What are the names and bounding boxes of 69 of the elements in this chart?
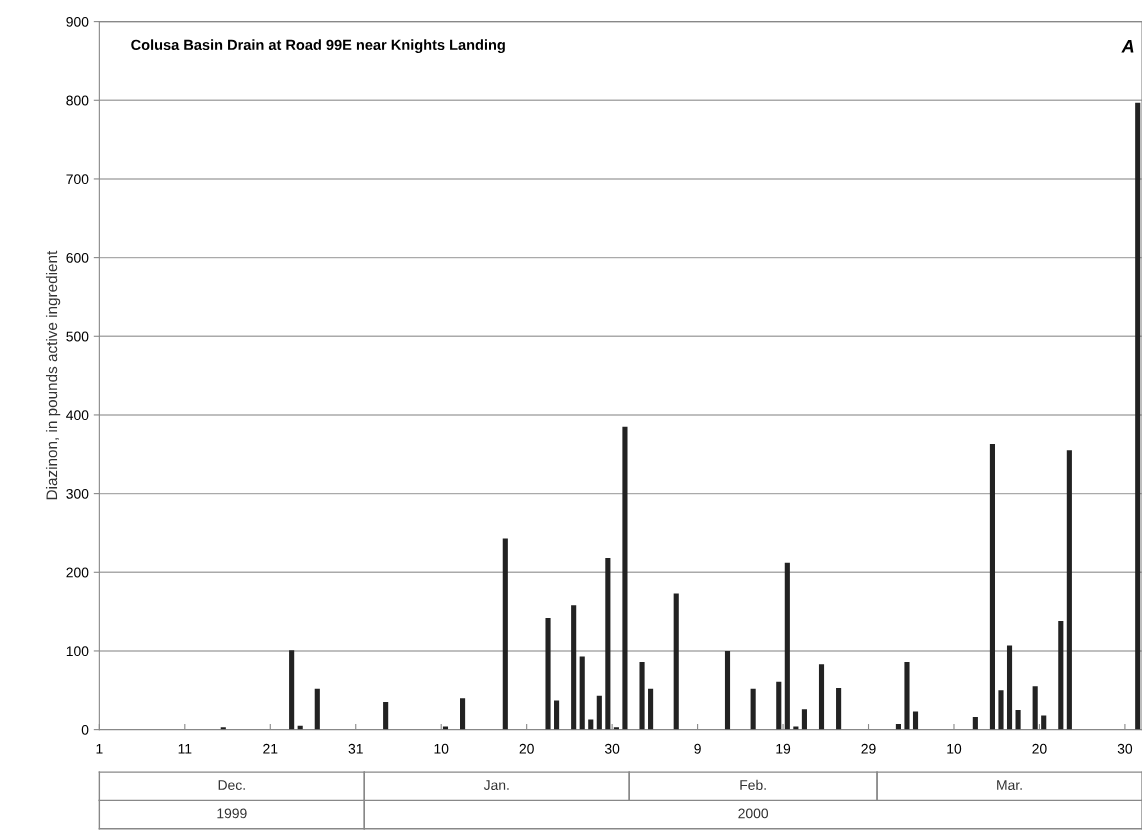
bar bbox=[588, 719, 594, 730]
x-tick-label: 19 bbox=[776, 743, 791, 754]
bar bbox=[314, 688, 320, 730]
y-tick-label: 0 bbox=[81, 724, 89, 735]
y-tick-label: 700 bbox=[66, 174, 89, 185]
y-tick-label: 200 bbox=[66, 567, 89, 578]
bar bbox=[605, 558, 611, 730]
bar bbox=[571, 605, 577, 730]
x-tick-label: 30 bbox=[604, 743, 620, 754]
text: Feb. bbox=[740, 779, 766, 790]
bar bbox=[1041, 715, 1047, 730]
x-tick-label: 1 bbox=[96, 744, 103, 754]
bar bbox=[383, 702, 389, 730]
bar bbox=[1015, 709, 1021, 730]
x-tick-label: 9 bbox=[694, 743, 701, 754]
text: 2000 bbox=[738, 808, 769, 819]
y-tick-label: 100 bbox=[66, 646, 89, 657]
bar bbox=[750, 688, 756, 730]
x-tick-label: 31 bbox=[348, 743, 363, 754]
bar bbox=[502, 538, 508, 730]
bar bbox=[648, 688, 654, 730]
y-tick-label: 400 bbox=[66, 410, 89, 421]
text: Dec. bbox=[218, 780, 245, 790]
bar bbox=[836, 687, 842, 730]
text: Jan. bbox=[483, 780, 509, 790]
bar bbox=[998, 690, 1004, 730]
text: Colusa Basin Drain at Road 99E near Knights Landing bbox=[131, 39, 505, 53]
bar bbox=[972, 717, 978, 730]
bar bbox=[724, 650, 731, 730]
y-tick-label: 300 bbox=[66, 488, 89, 499]
y-tick-label: 600 bbox=[66, 252, 89, 263]
bar bbox=[1135, 102, 1141, 730]
bar bbox=[289, 650, 295, 730]
annotation: A bbox=[1121, 39, 1134, 53]
x-tick-label: 21 bbox=[263, 743, 278, 754]
bar bbox=[673, 593, 679, 730]
bar bbox=[912, 711, 919, 730]
bar bbox=[639, 661, 645, 730]
bar bbox=[596, 695, 602, 730]
bar bbox=[989, 444, 995, 730]
bar bbox=[776, 681, 782, 730]
bar bbox=[784, 562, 790, 730]
x-tick-label: 20 bbox=[519, 743, 534, 754]
bar bbox=[904, 661, 910, 730]
x-tick-label: 10 bbox=[434, 743, 449, 754]
bar bbox=[1066, 450, 1072, 730]
x-tick-label: 10 bbox=[947, 743, 962, 754]
bar bbox=[545, 617, 551, 730]
bar bbox=[1058, 621, 1064, 730]
x-tick-label: 29 bbox=[861, 743, 876, 754]
bar bbox=[818, 664, 825, 730]
x-tick-label: 30 bbox=[1117, 743, 1133, 754]
text: Mar. bbox=[997, 780, 1022, 790]
bar bbox=[442, 726, 449, 730]
text: 1999 bbox=[217, 808, 247, 819]
bar bbox=[1032, 686, 1038, 730]
bar bbox=[1006, 645, 1013, 730]
y-tick-label: 500 bbox=[66, 331, 89, 342]
y-tick-label: 900 bbox=[66, 16, 89, 27]
y-tick-label: 800 bbox=[66, 95, 89, 106]
bar bbox=[460, 698, 466, 730]
bar bbox=[793, 726, 799, 730]
y-axis-title: Diazinon, in pounds active ingredient bbox=[45, 250, 61, 500]
bar bbox=[801, 709, 807, 730]
x-tick-label: 20 bbox=[1032, 743, 1047, 754]
bar bbox=[579, 656, 585, 730]
bar bbox=[554, 700, 560, 730]
bar bbox=[622, 426, 628, 730]
x-tick-label: 11 bbox=[178, 744, 192, 754]
